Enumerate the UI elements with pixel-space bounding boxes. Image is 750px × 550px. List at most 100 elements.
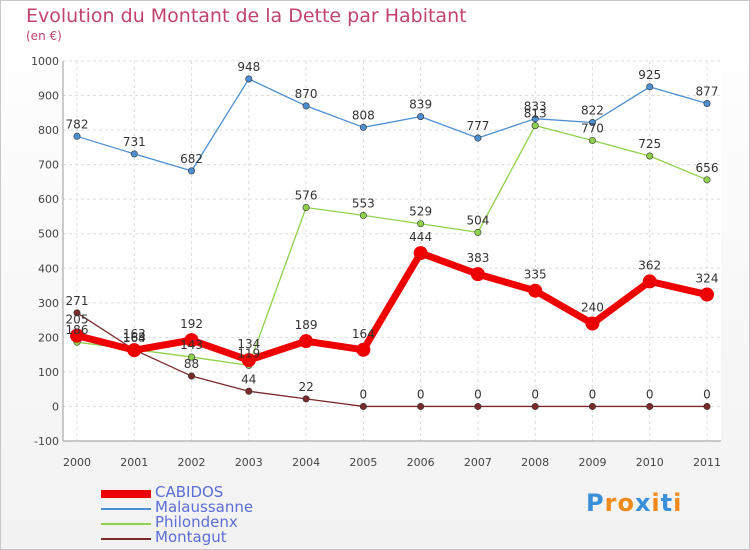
x-tick-label: 2001 [120, 456, 148, 469]
series-line-philondenx [76, 124, 708, 366]
data-point [70, 328, 84, 343]
x-tick-label: 2004 [292, 456, 320, 469]
data-label: 205 [66, 313, 89, 327]
data-point [359, 211, 367, 219]
data-point [417, 402, 425, 410]
data-point [531, 115, 539, 123]
data-label: 656 [696, 161, 719, 175]
data-point [588, 136, 596, 144]
data-label: 576 [295, 188, 318, 202]
data-label: 186 [66, 323, 89, 337]
data-label: 925 [638, 68, 661, 82]
legend-label: Malaussanne [155, 498, 254, 516]
data-point [302, 203, 310, 211]
data-label: 0 [417, 387, 425, 401]
y-tick-label: 800 [38, 124, 59, 137]
data-point [703, 176, 711, 184]
x-tick-label: 2010 [636, 456, 664, 469]
y-tick-label: 400 [38, 262, 59, 275]
data-label: 777 [466, 119, 489, 133]
logo-letter: t [660, 489, 674, 517]
x-tick-label: 2006 [407, 456, 435, 469]
data-point [245, 387, 253, 395]
data-point [417, 220, 425, 228]
series-line-malaussanne [76, 78, 708, 172]
data-point [302, 102, 310, 110]
legend-swatch [101, 538, 151, 540]
data-label: 813 [524, 107, 547, 121]
data-label: 0 [703, 387, 711, 401]
data-label: 833 [524, 100, 547, 114]
data-label: 362 [638, 258, 661, 272]
data-point [73, 132, 81, 140]
x-tick-label: 2003 [235, 456, 263, 469]
data-label: 0 [360, 387, 368, 401]
data-point [528, 283, 543, 298]
data-point [188, 372, 196, 380]
data-label: 770 [581, 121, 604, 135]
data-label: 682 [180, 152, 203, 166]
data-point [646, 402, 654, 410]
data-label: 504 [466, 213, 489, 227]
legend-swatch [101, 523, 151, 525]
data-label: 44 [241, 372, 256, 386]
data-point [646, 83, 654, 91]
data-point [188, 353, 196, 361]
data-label: 782 [66, 117, 89, 131]
data-label: 192 [180, 317, 203, 331]
data-label: 0 [589, 387, 597, 401]
data-label: 877 [696, 84, 719, 98]
x-tick-label: 2005 [349, 456, 377, 469]
data-label: 839 [409, 98, 432, 112]
data-point [474, 134, 482, 142]
legend-label: CABIDOS [155, 483, 224, 501]
data-point [531, 402, 539, 410]
data-label: 0 [474, 387, 482, 401]
data-label: 529 [409, 205, 432, 219]
data-point [356, 342, 371, 357]
data-point [585, 316, 600, 331]
data-point [245, 75, 253, 83]
data-point [302, 395, 310, 403]
data-point [359, 123, 367, 131]
plot-area [63, 61, 721, 441]
data-point [417, 113, 425, 121]
data-label: 444 [409, 230, 432, 244]
chart-subtitle: (en €) [26, 29, 62, 43]
data-label: 165 [123, 330, 146, 344]
data-point [474, 402, 482, 410]
data-label: 870 [295, 87, 318, 101]
data-point [700, 287, 714, 302]
y-tick-label: 500 [38, 228, 59, 241]
data-label: 164 [352, 327, 375, 341]
logo-letter: r [604, 489, 618, 517]
data-label: 948 [237, 60, 260, 74]
x-tick-label: 2002 [178, 456, 206, 469]
y-tick-label: 1000 [31, 55, 59, 68]
data-point [188, 167, 196, 175]
data-label: 240 [581, 301, 604, 315]
chart-title: Evolution du Montant de la Dette par Hab… [26, 5, 467, 27]
logo-letter: i [651, 489, 661, 517]
legend-label: Philondenx [155, 513, 238, 531]
data-point [130, 150, 138, 158]
data-label: 383 [466, 251, 489, 265]
data-label: 0 [531, 387, 539, 401]
legend-swatch [101, 490, 151, 498]
x-tick-label: 2008 [521, 456, 549, 469]
data-point [127, 343, 142, 358]
y-tick-label: 600 [38, 193, 59, 206]
y-tick-label: -100 [34, 435, 59, 448]
data-label: 324 [696, 272, 719, 286]
legend-swatch [101, 508, 151, 510]
data-label: 22 [298, 380, 313, 394]
data-label: 134 [237, 337, 260, 351]
data-point [299, 334, 314, 349]
data-label: 119 [237, 346, 260, 360]
logo-letter: P [586, 489, 605, 517]
series-line-cabidos [76, 249, 708, 364]
x-tick-label: 2007 [464, 456, 492, 469]
data-point [642, 274, 657, 289]
